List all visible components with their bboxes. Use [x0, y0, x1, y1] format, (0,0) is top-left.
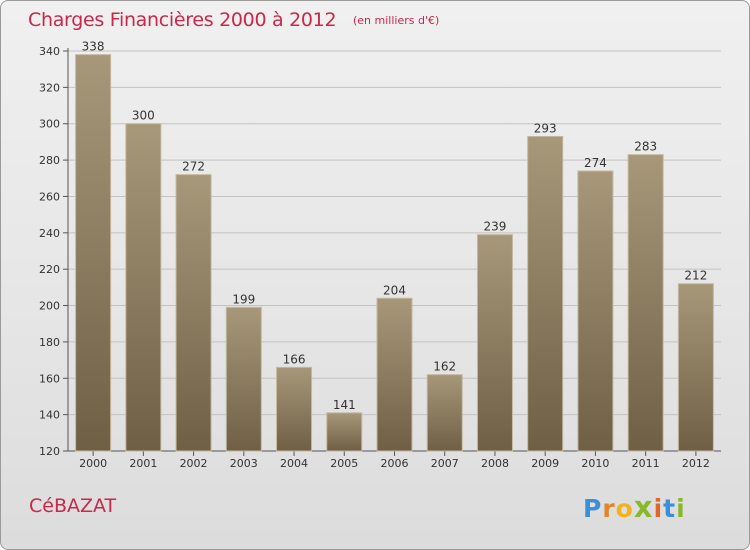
y-tick-label: 340: [39, 45, 60, 58]
data-label: 199: [232, 292, 255, 306]
x-tick-label: 2001: [129, 457, 157, 470]
y-tick-label: 200: [39, 300, 60, 313]
x-tick-label: 2005: [330, 457, 358, 470]
data-label: 204: [383, 283, 406, 297]
bars: [75, 54, 714, 452]
x-tick-label: 2011: [632, 457, 660, 470]
x-tick-label: 2009: [531, 457, 559, 470]
tick-labels: 120 140 160 180 200 220 240 260 280 300 320 340 338 2…: [39, 40, 710, 470]
y-tick-label: 180: [39, 336, 60, 349]
bar: [627, 154, 664, 452]
data-label: 338: [82, 40, 105, 54]
x-tick-label: 2003: [230, 457, 258, 470]
data-label: 141: [333, 398, 356, 412]
logo-letter: x: [633, 490, 654, 524]
bar: [225, 306, 262, 452]
x-tick-label: 2007: [431, 457, 459, 470]
y-tick-label: 260: [39, 190, 60, 203]
bar: [326, 412, 363, 452]
bar: [476, 234, 513, 452]
data-label: 274: [584, 156, 607, 170]
proxiti-logo[interactable]: Proxiti: [583, 490, 686, 524]
data-label: 283: [634, 140, 657, 154]
city-name: CéBAZAT: [29, 495, 117, 517]
x-tick-label: 2008: [481, 457, 509, 470]
data-label: 239: [484, 220, 507, 234]
x-tick-label: 2010: [581, 457, 609, 470]
x-tick-label: 2002: [180, 457, 208, 470]
chart-subtitle: (en milliers d'€): [353, 14, 440, 27]
logo-letter: o: [615, 494, 634, 523]
data-label: 162: [433, 360, 456, 374]
y-tick-label: 160: [39, 372, 60, 385]
data-label: 300: [132, 109, 155, 123]
logo-letter: r: [602, 494, 616, 523]
bar: [677, 283, 714, 452]
x-tick-label: 2000: [79, 457, 107, 470]
bar: [175, 174, 212, 452]
y-tick-label: 320: [39, 81, 60, 94]
data-label: 272: [182, 160, 205, 174]
data-label: 166: [283, 352, 306, 366]
y-tick-label: 240: [39, 227, 60, 240]
y-tick-label: 120: [39, 445, 60, 458]
x-tick-label: 2004: [280, 457, 308, 470]
bar: [276, 366, 313, 452]
y-tick-label: 300: [39, 118, 60, 131]
bar: [527, 135, 564, 452]
logo-letter: i: [653, 494, 664, 523]
x-tick-label: 2012: [682, 457, 710, 470]
y-tick-label: 140: [39, 409, 60, 422]
bar: [125, 123, 162, 452]
y-tick-label: 220: [39, 263, 60, 276]
logo-letter: t: [663, 494, 677, 523]
bar: [376, 297, 413, 452]
bar: [75, 54, 112, 452]
bar: [426, 374, 463, 452]
x-tick-label: 2006: [381, 457, 409, 470]
logo-letter: i: [676, 494, 686, 523]
data-label: 293: [534, 121, 557, 135]
data-label: 212: [684, 269, 707, 283]
bar: [577, 170, 614, 452]
chart-title: Charges Financières 2000 à 2012: [28, 9, 337, 31]
y-tick-label: 280: [39, 154, 60, 167]
logo-letter: P: [583, 494, 603, 523]
